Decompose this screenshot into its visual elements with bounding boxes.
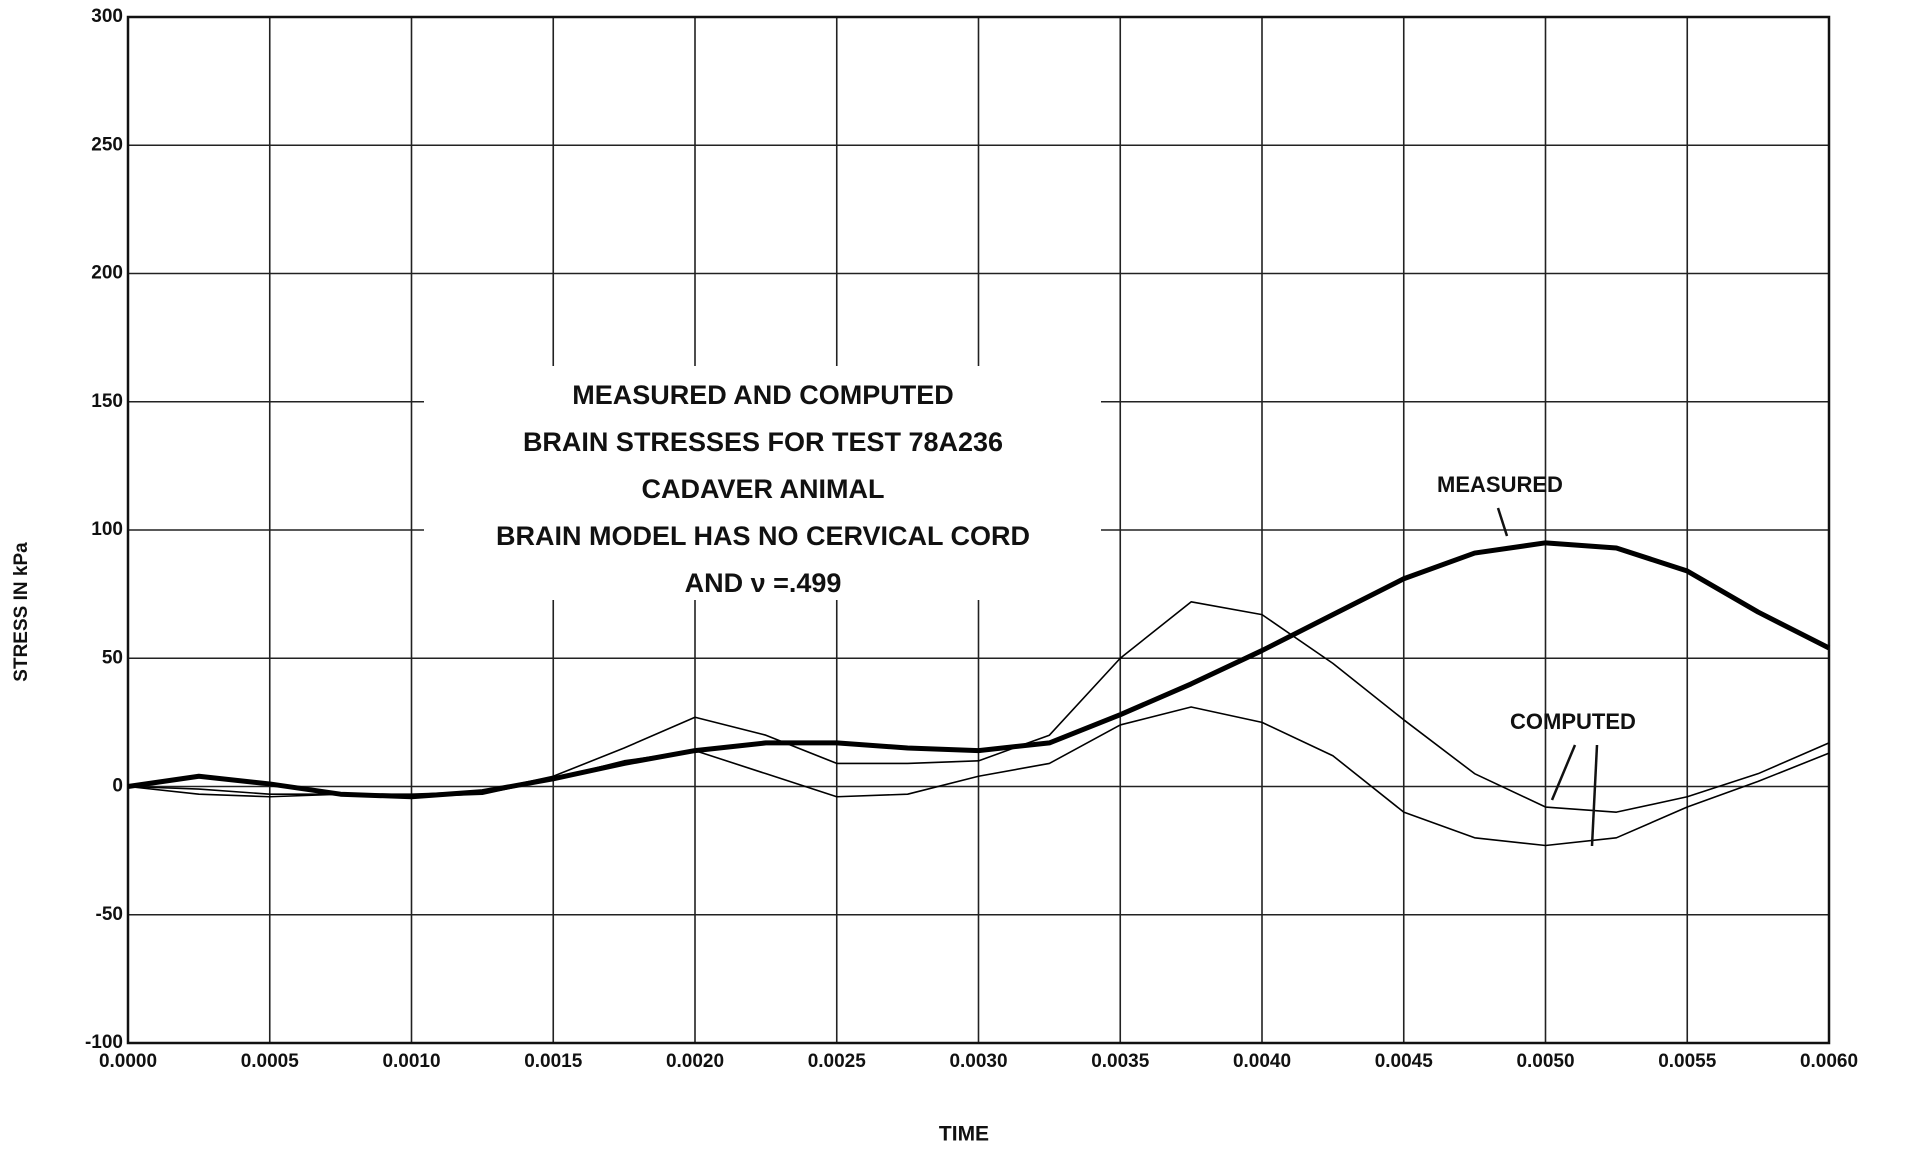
x-axis-label: TIME <box>939 1123 989 1146</box>
x-tick-label: 0.0020 <box>666 1051 724 1072</box>
x-tick-label: 0.0050 <box>1516 1051 1574 1072</box>
x-tick-label: 0.0005 <box>241 1051 300 1072</box>
y-tick-label: 150 <box>91 391 123 412</box>
chart-title: BRAIN STRESSES FOR TEST 78A236 <box>523 427 1003 457</box>
x-tick-label: 0.0030 <box>949 1051 1007 1072</box>
annotation-arrow <box>1496 507 1509 537</box>
annotation: MEASURED <box>1437 472 1563 497</box>
y-tick-label: 250 <box>91 134 123 155</box>
plot-frame <box>126 15 1831 1045</box>
y-tick-label: -100 <box>85 1032 123 1053</box>
chart-title: AND ν =.499 <box>685 568 842 598</box>
y-axis-label: STRESS IN kPa <box>11 542 32 682</box>
y-tick-label: 50 <box>102 647 123 668</box>
y-tick-label: 300 <box>91 6 123 27</box>
computed-line <box>127 601 1830 813</box>
x-tick-label: 0.0000 <box>99 1051 157 1072</box>
chart-title: MEASURED AND COMPUTED <box>572 380 954 410</box>
x-tick-label: 0.0040 <box>1233 1051 1291 1072</box>
chart-title: CADAVER ANIMAL <box>642 474 885 504</box>
x-tick-label: 0.0045 <box>1375 1051 1434 1072</box>
y-tick-label: 0 <box>112 776 123 797</box>
x-tick-label: 0.0035 <box>1091 1051 1150 1072</box>
chart-title: BRAIN MODEL HAS NO CERVICAL CORD <box>496 521 1030 551</box>
y-tick-label: 100 <box>91 519 123 540</box>
annotation: COMPUTED <box>1510 709 1636 734</box>
computed-line <box>127 706 1830 847</box>
title-box <box>424 366 1101 600</box>
y-tick-label: -50 <box>96 904 123 925</box>
x-tick-label: 0.0015 <box>524 1051 583 1072</box>
x-tick-label: 0.0025 <box>808 1051 867 1072</box>
x-tick-label: 0.0055 <box>1658 1051 1717 1072</box>
annotation-arrow <box>1550 744 1577 801</box>
x-tick-label: 0.0010 <box>382 1051 440 1072</box>
annotation-arrow <box>1590 744 1599 847</box>
y-tick-label: 200 <box>91 263 123 284</box>
x-tick-label: 0.0060 <box>1800 1051 1858 1072</box>
